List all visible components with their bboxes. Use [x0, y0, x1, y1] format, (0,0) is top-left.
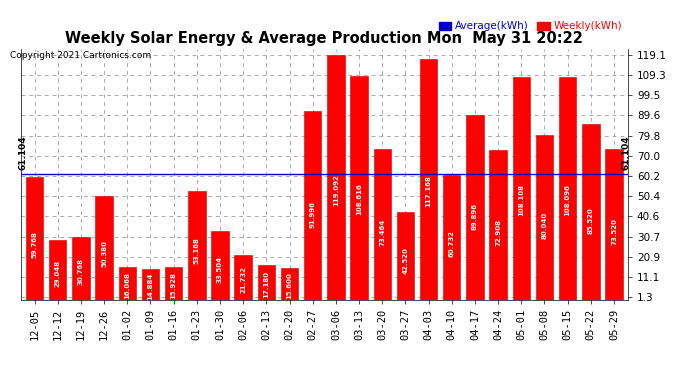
Text: 108.108: 108.108: [518, 184, 524, 216]
Bar: [188, 190, 206, 300]
Text: 73.464: 73.464: [380, 218, 385, 246]
Bar: [443, 175, 460, 300]
Bar: [420, 59, 437, 300]
Text: 21.732: 21.732: [240, 266, 246, 293]
Text: 119.092: 119.092: [333, 174, 339, 206]
Text: 29.048: 29.048: [55, 260, 61, 286]
Text: 15.928: 15.928: [170, 272, 177, 298]
Bar: [235, 255, 252, 300]
Bar: [351, 76, 368, 300]
Legend: Average(kWh), Weekly(kWh): Average(kWh), Weekly(kWh): [439, 21, 622, 31]
Text: 72.908: 72.908: [495, 219, 501, 246]
Text: 61.104: 61.104: [19, 135, 28, 170]
Text: 14.884: 14.884: [148, 273, 153, 300]
Bar: [95, 196, 113, 300]
Text: 17.180: 17.180: [264, 270, 269, 298]
Bar: [304, 111, 322, 300]
Bar: [582, 124, 600, 300]
Text: 85.520: 85.520: [588, 207, 594, 234]
Text: 42.520: 42.520: [402, 247, 408, 274]
Text: 30.768: 30.768: [78, 258, 84, 285]
Bar: [26, 177, 43, 300]
Bar: [211, 231, 228, 300]
Bar: [72, 237, 90, 300]
Text: 15.600: 15.600: [286, 272, 293, 299]
Text: 53.168: 53.168: [194, 237, 200, 264]
Bar: [559, 77, 576, 300]
Bar: [605, 148, 622, 300]
Bar: [397, 212, 414, 300]
Text: 33.504: 33.504: [217, 255, 223, 282]
Title: Weekly Solar Energy & Average Production Mon  May 31 20:22: Weekly Solar Energy & Average Production…: [66, 31, 583, 46]
Text: 91.996: 91.996: [310, 201, 316, 228]
Bar: [489, 150, 507, 300]
Text: 73.520: 73.520: [611, 218, 617, 245]
Bar: [373, 149, 391, 300]
Text: 50.380: 50.380: [101, 240, 107, 267]
Text: 16.068: 16.068: [124, 272, 130, 298]
Text: 117.168: 117.168: [426, 176, 431, 207]
Bar: [49, 240, 66, 300]
Text: 89.896: 89.896: [472, 203, 478, 230]
Bar: [535, 135, 553, 300]
Bar: [513, 77, 530, 300]
Text: Copyright 2021 Cartronics.com: Copyright 2021 Cartronics.com: [10, 51, 152, 60]
Text: 108.616: 108.616: [356, 183, 362, 215]
Text: 59.768: 59.768: [32, 231, 38, 258]
Bar: [327, 55, 344, 300]
Text: 60.732: 60.732: [448, 230, 455, 257]
Bar: [257, 265, 275, 300]
Bar: [466, 115, 484, 300]
Text: 80.040: 80.040: [542, 212, 547, 240]
Bar: [119, 267, 136, 300]
Bar: [281, 268, 298, 300]
Bar: [141, 269, 159, 300]
Text: 108.096: 108.096: [564, 184, 571, 216]
Text: 61.104: 61.104: [621, 135, 630, 170]
Bar: [165, 267, 182, 300]
